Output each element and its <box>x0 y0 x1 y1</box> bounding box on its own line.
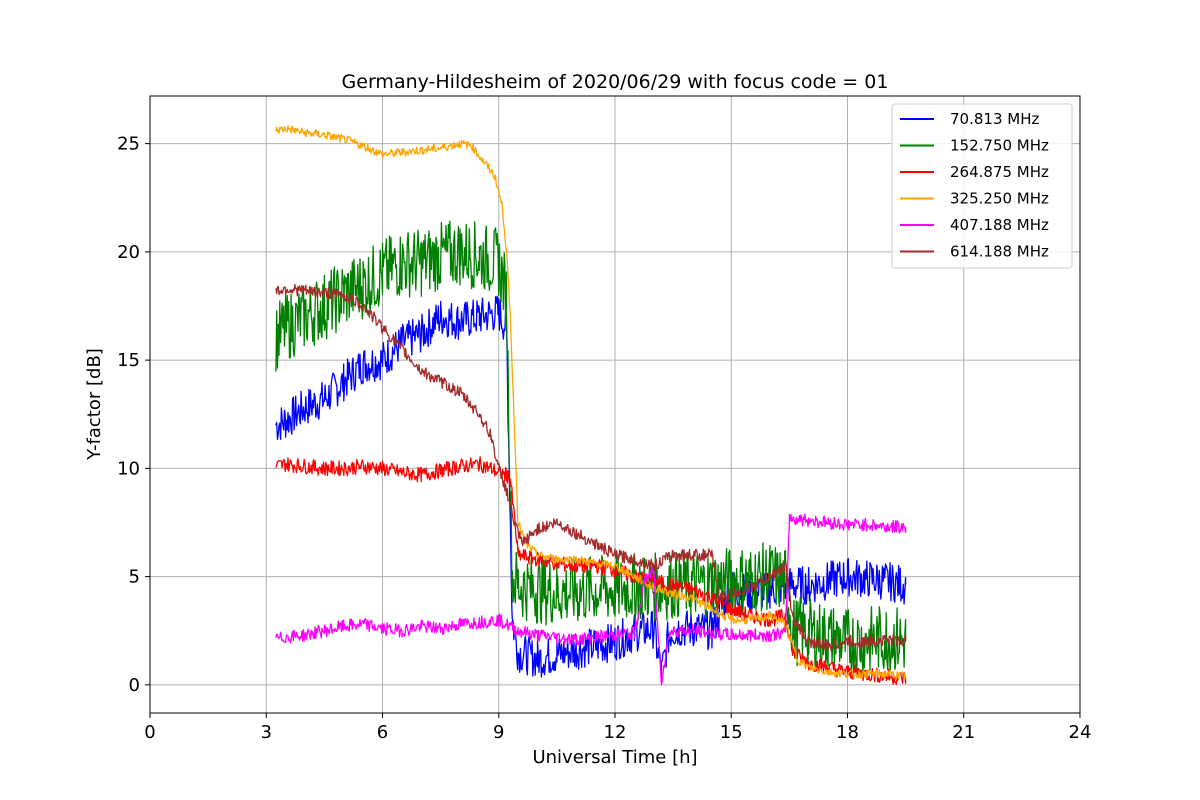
series-line <box>275 283 907 652</box>
series-line <box>275 295 907 683</box>
legend-label: 264.875 MHz <box>950 163 1049 181</box>
y-axis-title: Y-factor [dB] <box>84 348 105 461</box>
x-tick-label: 0 <box>144 722 155 743</box>
y-tick-label: 20 <box>117 242 140 263</box>
x-tick-label: 21 <box>952 722 975 743</box>
x-axis-title: Universal Time [h] <box>532 747 697 768</box>
chart-title: Germany-Hildesheim of 2020/06/29 with fo… <box>342 71 889 93</box>
legend-label: 70.813 MHz <box>950 110 1039 128</box>
x-tick-label: 3 <box>261 722 272 743</box>
y-tick-label: 10 <box>117 458 140 479</box>
x-tick-label: 24 <box>1069 722 1092 743</box>
x-tick-label: 18 <box>836 722 859 743</box>
ticks: 0 3 6 9 12 15 18 21 24 0 5 10 15 20 25 <box>117 134 1091 743</box>
legend-box <box>891 103 1073 269</box>
series-line <box>275 513 907 686</box>
y-tick-label: 15 <box>117 350 140 371</box>
legend-label: 614.188 MHz <box>950 243 1049 261</box>
series-lines <box>275 125 907 686</box>
x-tick-label: 9 <box>493 722 504 743</box>
legend-label: 152.750 MHz <box>950 137 1049 155</box>
x-tick-label: 15 <box>720 722 743 743</box>
legend-label: 325.250 MHz <box>950 190 1049 208</box>
x-tick-label: 12 <box>604 722 627 743</box>
legend-label: 407.188 MHz <box>950 216 1049 234</box>
series-line <box>275 125 907 680</box>
legend: 70.813 MHz 152.750 MHz 264.875 MHz 325.250 … <box>891 103 1073 269</box>
y-tick-label: 5 <box>129 567 140 588</box>
y-tick-label: 0 <box>129 675 140 696</box>
x-tick-label: 6 <box>377 722 388 743</box>
y-tick-label: 25 <box>117 134 140 155</box>
